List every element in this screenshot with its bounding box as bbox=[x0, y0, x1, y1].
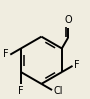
Text: F: F bbox=[74, 60, 80, 70]
Text: F: F bbox=[18, 86, 24, 96]
Text: O: O bbox=[65, 15, 72, 25]
Text: Cl: Cl bbox=[54, 86, 63, 96]
Text: F: F bbox=[3, 49, 8, 59]
